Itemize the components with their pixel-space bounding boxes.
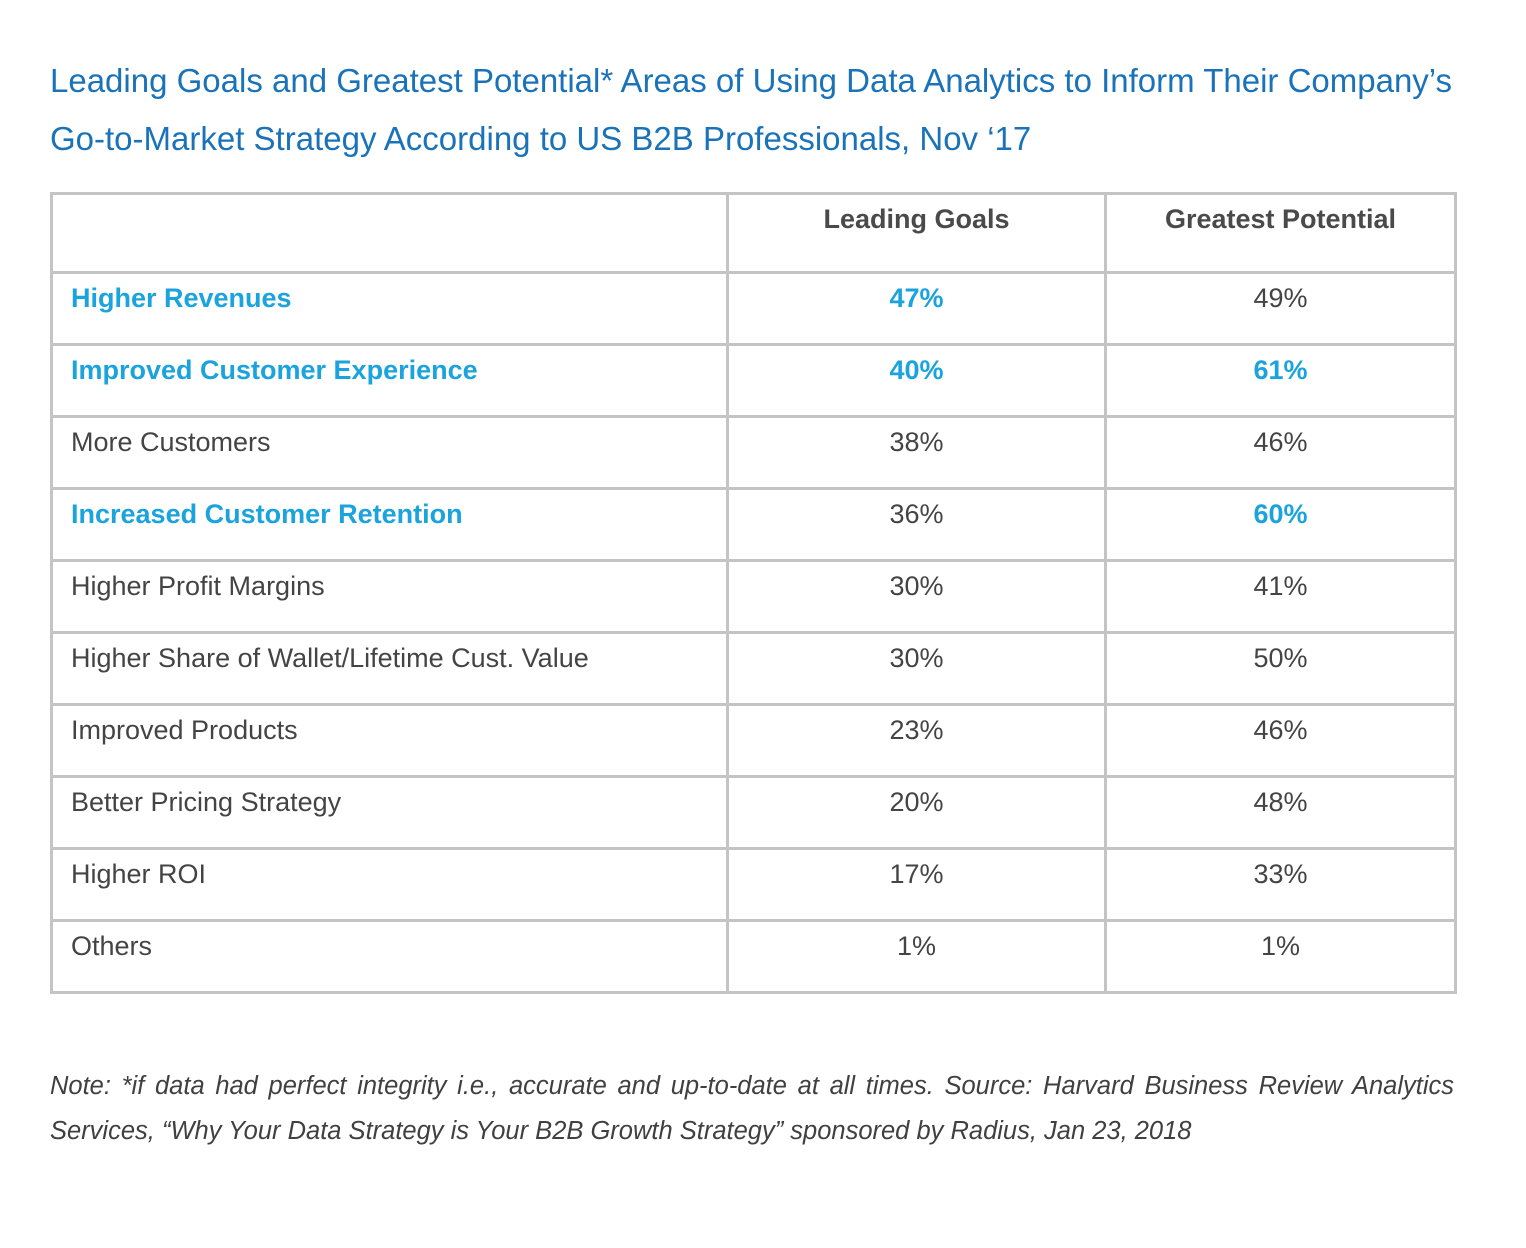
- greatest-potential-value: 49%: [1104, 271, 1457, 346]
- greatest-potential-value: 48%: [1104, 775, 1457, 850]
- leading-goals-value: 38%: [726, 415, 1107, 490]
- table-row: Higher Share of Wallet/Lifetime Cust. Va…: [50, 631, 1457, 706]
- row-label: Others: [50, 919, 729, 994]
- greatest-potential-value: 41%: [1104, 559, 1457, 634]
- leading-goals-value: 30%: [726, 631, 1107, 706]
- leading-goals-value: 30%: [726, 559, 1107, 634]
- table-row: Increased Customer Retention 36% 60%: [50, 487, 1457, 562]
- greatest-potential-value: 33%: [1104, 847, 1457, 922]
- column-header-label: [50, 192, 729, 274]
- leading-goals-value: 20%: [726, 775, 1107, 850]
- row-label: Increased Customer Retention: [50, 487, 729, 562]
- row-label: More Customers: [50, 415, 729, 490]
- table-row: Others 1% 1%: [50, 919, 1457, 994]
- table-row: Higher Revenues 47% 49%: [50, 271, 1457, 346]
- table-row: More Customers 38% 46%: [50, 415, 1457, 490]
- leading-goals-value: 47%: [726, 271, 1107, 346]
- table-body: Higher Revenues 47% 49% Improved Customer E…: [50, 271, 1457, 994]
- data-table: Leading Goals Greatest Potential Higher …: [50, 192, 1457, 994]
- row-label: Higher Share of Wallet/Lifetime Cust. Va…: [50, 631, 729, 706]
- source-note: Note: *if data had perfect integrity i.e…: [50, 1072, 1454, 1145]
- chart-title: Leading Goals and Greatest Potential* Ar…: [50, 62, 1453, 157]
- row-label: Better Pricing Strategy: [50, 775, 729, 850]
- header-row: Leading Goals Greatest Potential: [50, 192, 1457, 274]
- leading-goals-value: 36%: [726, 487, 1107, 562]
- leading-goals-value: 17%: [726, 847, 1107, 922]
- table-row: Higher ROI 17% 33%: [50, 847, 1457, 922]
- column-header-greatest-potential: Greatest Potential: [1104, 192, 1457, 274]
- greatest-potential-value: 46%: [1104, 703, 1457, 778]
- table-row: Better Pricing Strategy 20% 48%: [50, 775, 1457, 850]
- table-row: Higher Profit Margins 30% 41%: [50, 559, 1457, 634]
- leading-goals-value: 23%: [726, 703, 1107, 778]
- greatest-potential-value: 46%: [1104, 415, 1457, 490]
- table-row: Improved Customer Experience 40% 61%: [50, 343, 1457, 418]
- greatest-potential-value: 1%: [1104, 919, 1457, 994]
- greatest-potential-value: 61%: [1104, 343, 1457, 418]
- leading-goals-value: 40%: [726, 343, 1107, 418]
- row-label: Improved Customer Experience: [50, 343, 729, 418]
- row-label: Higher Profit Margins: [50, 559, 729, 634]
- greatest-potential-value: 50%: [1104, 631, 1457, 706]
- row-label: Higher Revenues: [50, 271, 729, 346]
- leading-goals-value: 1%: [726, 919, 1107, 994]
- row-label: Higher ROI: [50, 847, 729, 922]
- table-row: Improved Products 23% 46%: [50, 703, 1457, 778]
- row-label: Improved Products: [50, 703, 729, 778]
- column-header-leading-goals: Leading Goals: [726, 192, 1107, 274]
- greatest-potential-value: 60%: [1104, 487, 1457, 562]
